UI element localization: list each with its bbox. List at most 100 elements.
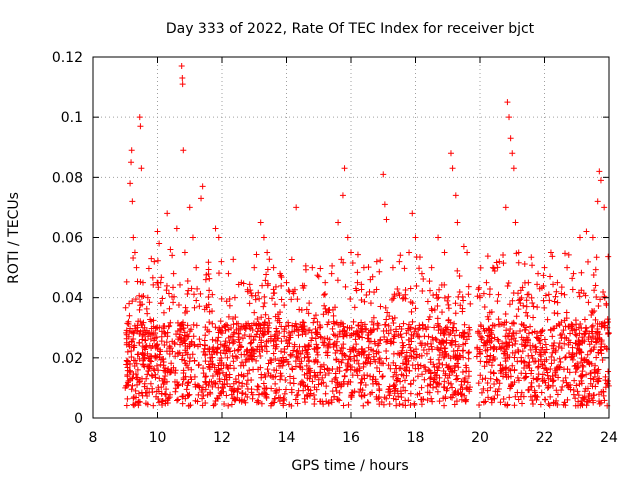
data-point <box>595 349 602 356</box>
data-point <box>373 350 380 357</box>
data-point <box>545 291 552 298</box>
data-point <box>163 287 170 294</box>
data-point <box>484 313 491 320</box>
data-point <box>328 270 335 277</box>
data-point <box>494 336 501 343</box>
data-point <box>319 374 326 381</box>
data-point <box>559 383 566 390</box>
data-point <box>502 365 509 372</box>
data-point <box>357 386 364 393</box>
data-point <box>410 348 417 355</box>
data-point <box>550 378 557 385</box>
data-point <box>195 391 202 398</box>
data-point <box>400 342 407 349</box>
data-point <box>593 330 600 337</box>
data-point <box>249 391 256 398</box>
data-point <box>518 294 525 301</box>
data-point <box>283 279 290 286</box>
data-point <box>340 402 347 409</box>
data-point <box>402 377 409 384</box>
data-point <box>163 339 170 346</box>
data-point <box>153 388 160 395</box>
data-point <box>187 402 194 409</box>
data-point <box>429 307 436 314</box>
data-point <box>435 322 442 329</box>
data-point <box>298 378 305 385</box>
data-point <box>534 364 541 371</box>
data-point <box>383 216 390 223</box>
data-point <box>289 328 296 335</box>
data-point <box>320 401 327 408</box>
data-point <box>508 336 515 343</box>
data-point <box>477 322 484 329</box>
data-point <box>520 358 527 365</box>
data-point <box>134 381 141 388</box>
data-point <box>395 290 402 297</box>
data-point <box>521 326 528 333</box>
data-point <box>455 356 462 363</box>
data-point <box>391 381 398 388</box>
data-point <box>130 329 137 336</box>
data-point <box>175 301 182 308</box>
data-point <box>589 309 596 316</box>
data-point <box>281 349 288 356</box>
data-point <box>441 378 448 385</box>
data-point <box>164 210 171 217</box>
data-point <box>601 293 608 300</box>
data-point <box>141 380 148 387</box>
data-point <box>569 351 576 358</box>
data-point <box>480 339 487 346</box>
data-point <box>347 348 354 355</box>
data-point <box>583 398 590 405</box>
data-point <box>403 360 410 367</box>
data-point <box>281 328 288 335</box>
data-point <box>144 393 151 400</box>
data-point <box>230 331 237 338</box>
data-point <box>563 309 570 316</box>
data-point <box>441 294 448 301</box>
data-point <box>355 333 362 340</box>
data-point <box>547 249 554 256</box>
data-point <box>125 320 132 327</box>
data-point <box>305 354 312 361</box>
data-point <box>248 355 255 362</box>
data-point <box>526 386 533 393</box>
data-point <box>145 330 152 337</box>
data-point <box>297 380 304 387</box>
data-point <box>258 314 265 321</box>
data-point <box>465 291 472 298</box>
data-point <box>485 325 492 332</box>
data-point <box>534 281 541 288</box>
data-point <box>237 362 244 369</box>
data-point <box>299 323 306 330</box>
data-point <box>293 204 300 211</box>
data-point <box>225 326 232 333</box>
data-point <box>561 317 568 324</box>
data-point <box>333 347 340 354</box>
data-point <box>299 331 306 338</box>
data-point <box>555 320 562 327</box>
data-point <box>359 334 366 341</box>
data-point <box>410 377 417 384</box>
data-point <box>414 361 421 368</box>
data-point <box>172 388 179 395</box>
data-point <box>244 394 251 401</box>
data-point <box>441 384 448 391</box>
data-point <box>123 361 130 368</box>
data-point <box>575 363 582 370</box>
data-point <box>508 381 515 388</box>
data-point <box>206 366 213 373</box>
data-point <box>505 280 512 287</box>
data-point <box>427 375 434 382</box>
data-point <box>221 376 228 383</box>
data-point <box>282 377 289 384</box>
data-point <box>330 312 337 319</box>
data-point <box>149 389 156 396</box>
data-point <box>225 334 232 341</box>
data-point <box>484 379 491 386</box>
data-point <box>511 402 518 409</box>
data-point <box>341 331 348 338</box>
data-point <box>449 369 456 376</box>
data-point <box>542 349 549 356</box>
data-point <box>326 367 333 374</box>
